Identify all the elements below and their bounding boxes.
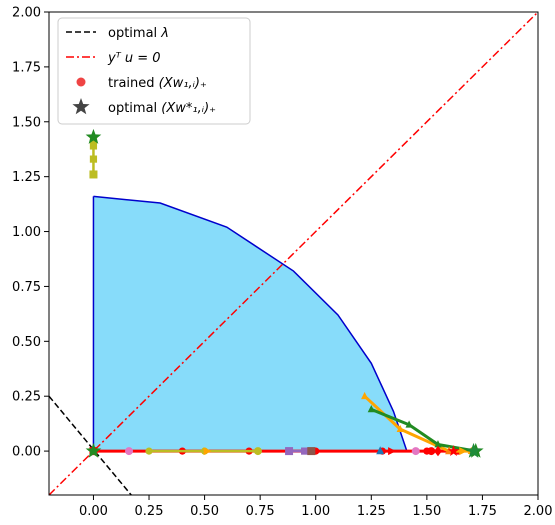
x-tick-label-1: 0.25 [135, 504, 164, 519]
trained-point-2 [203, 447, 212, 456]
trained-point-1 [125, 447, 134, 456]
legend-label-1: yᵀ u = 0 [107, 51, 161, 66]
x-tick-label-3: 0.75 [246, 504, 275, 519]
y-tick-label-3: 0.75 [12, 280, 41, 295]
x-tick-label-7: 1.75 [468, 504, 497, 519]
legend-dot-2 [76, 77, 86, 87]
x-tick-label-6: 1.50 [412, 504, 441, 519]
legend-label-3: optimal (Xw*₁,ᵢ)₊ [108, 101, 216, 116]
trained-point-4 [285, 447, 294, 456]
legend-box [57, 17, 251, 125]
y-tick-label-6: 1.50 [12, 115, 41, 130]
trained-point-14 [89, 170, 98, 179]
x-tick-label-8: 2.00 [524, 504, 553, 519]
trained-point-3 [253, 447, 262, 456]
trajectory-3-point-2 [89, 142, 98, 150]
y-tick-label-5: 1.25 [12, 170, 41, 185]
trained-point-10 [433, 445, 442, 457]
feasible-region-boundary [93, 195, 408, 452]
x-tick-label-0: 0.00 [79, 504, 108, 519]
reference-line-1 [49, 12, 538, 495]
legend: optimal λ yᵀ u = 0 trained (Xw₁,ᵢ)₊ optimal… [57, 17, 251, 125]
feasible-region [93, 196, 407, 452]
trained-point-9 [427, 447, 436, 456]
x-tick-label-5: 1.25 [357, 504, 386, 519]
y-tick-label-8: 2.00 [12, 6, 41, 21]
reference-line-0 [49, 395, 132, 495]
trained-point-8 [411, 447, 420, 456]
trained-point-13 [459, 447, 468, 456]
trained-point-7 [388, 447, 397, 456]
trajectory-4-point-0 [145, 447, 153, 455]
trained-point-12 [447, 445, 460, 456]
trajectory-1-point-1 [396, 424, 404, 433]
x-tick-label-4: 1.00 [301, 504, 330, 519]
y-tick-label-7: 1.75 [12, 60, 41, 75]
trajectory-1-point-0 [361, 391, 369, 400]
trajectory-5-point-1 [301, 447, 309, 455]
trained-point-5 [307, 447, 316, 456]
y-tick-label-4: 1.00 [12, 225, 41, 240]
y-tick-label-2: 0.50 [12, 335, 41, 350]
trained-point-6 [376, 446, 385, 455]
trajectory-2 [370, 407, 477, 453]
y-tick-label-1: 0.25 [12, 390, 41, 405]
legend-label-0: optimal λ [108, 26, 169, 41]
y-tick-label-0: 0.00 [12, 445, 41, 460]
trajectory-2-point-1 [405, 420, 413, 428]
trajectory-2-point-0 [367, 405, 375, 413]
trajectory-2-point-2 [434, 440, 442, 448]
optimal-point-3 [85, 442, 102, 458]
x-tick-label-2: 0.50 [190, 504, 219, 519]
legend-label-2: trained (Xw₁,ᵢ)₊ [108, 76, 207, 91]
optimal-point-2 [85, 128, 102, 144]
legend-star-3 [72, 98, 90, 115]
optimal-point-1 [465, 442, 482, 458]
trajectory-3-point-1 [89, 155, 98, 163]
plot-frame [48, 11, 539, 496]
